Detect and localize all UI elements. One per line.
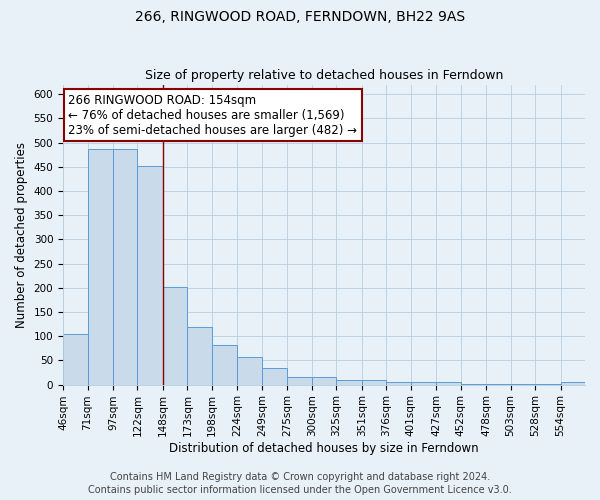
Bar xyxy=(137,166,163,384)
Bar xyxy=(410,382,436,384)
Y-axis label: Number of detached properties: Number of detached properties xyxy=(15,142,28,328)
Bar xyxy=(386,382,410,384)
Title: Size of property relative to detached houses in Ferndown: Size of property relative to detached ho… xyxy=(145,69,503,82)
Text: Contains HM Land Registry data © Crown copyright and database right 2024.
Contai: Contains HM Land Registry data © Crown c… xyxy=(88,472,512,495)
Bar xyxy=(436,382,461,384)
X-axis label: Distribution of detached houses by size in Ferndown: Distribution of detached houses by size … xyxy=(169,442,479,455)
Bar xyxy=(262,368,287,384)
Bar xyxy=(113,149,137,384)
Bar xyxy=(287,377,312,384)
Bar xyxy=(212,345,238,385)
Bar xyxy=(560,382,585,384)
Bar xyxy=(238,357,262,384)
Bar xyxy=(88,149,113,384)
Bar xyxy=(187,326,212,384)
Bar xyxy=(63,334,88,384)
Text: 266, RINGWOOD ROAD, FERNDOWN, BH22 9AS: 266, RINGWOOD ROAD, FERNDOWN, BH22 9AS xyxy=(135,10,465,24)
Bar xyxy=(336,380,362,384)
Bar xyxy=(362,380,386,384)
Bar xyxy=(163,287,187,384)
Bar xyxy=(312,377,336,384)
Text: 266 RINGWOOD ROAD: 154sqm
← 76% of detached houses are smaller (1,569)
23% of se: 266 RINGWOOD ROAD: 154sqm ← 76% of detac… xyxy=(68,94,357,136)
